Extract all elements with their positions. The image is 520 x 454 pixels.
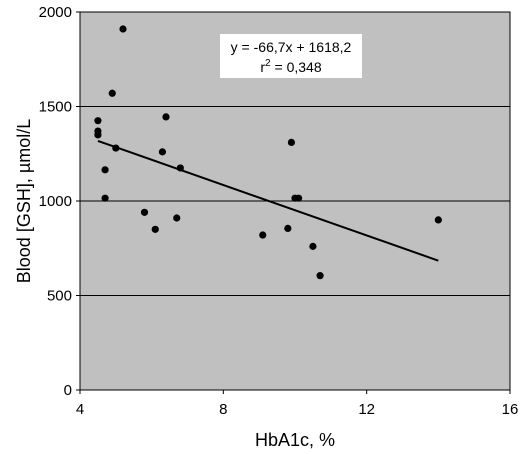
- data-point: [287, 138, 296, 147]
- data-point: [151, 225, 159, 233]
- y-tick-label: 1500: [39, 99, 72, 116]
- data-point: [176, 164, 184, 172]
- data-point: [434, 216, 442, 224]
- data-point: [309, 242, 317, 250]
- data-point: [259, 231, 267, 239]
- data-point: [158, 148, 167, 156]
- equation-text: y = -66,7x + 1618,2: [231, 39, 352, 55]
- data-point: [119, 25, 127, 33]
- data-point: [294, 194, 303, 202]
- data-point: [284, 224, 292, 233]
- x-tick-label: 12: [358, 401, 375, 418]
- y-tick-label: 0: [64, 382, 72, 399]
- trendline-group: [97, 139, 439, 262]
- x-tick-label: 4: [76, 401, 84, 418]
- x-tick-labels: 4 8 12 16: [76, 390, 519, 418]
- trendline: [97, 139, 439, 262]
- y-tick-label: 500: [47, 288, 72, 305]
- data-point: [94, 131, 102, 139]
- data-point: [101, 166, 109, 174]
- r-squared-text: r2 = 0,348: [260, 58, 321, 75]
- data-point: [94, 117, 102, 125]
- data-point: [173, 214, 181, 222]
- equation-box: [220, 34, 362, 78]
- data-point: [316, 272, 324, 280]
- data-point: [108, 89, 116, 97]
- data-point: [162, 113, 170, 121]
- data-points: [94, 25, 442, 280]
- y-tick-labels: 0 500 1000 1500 2000: [39, 4, 80, 399]
- data-point: [140, 208, 149, 216]
- y-axis-label: Blood [GSH], µmol/L: [14, 119, 34, 283]
- y-tick-label: 2000: [39, 4, 72, 21]
- x-tick-label: 8: [219, 401, 227, 418]
- x-tick-label: 16: [502, 401, 519, 418]
- data-point: [112, 144, 120, 152]
- x-axis-label: HbA1c, %: [255, 430, 335, 450]
- data-point: [101, 194, 109, 202]
- y-tick-label: 1000: [39, 193, 72, 210]
